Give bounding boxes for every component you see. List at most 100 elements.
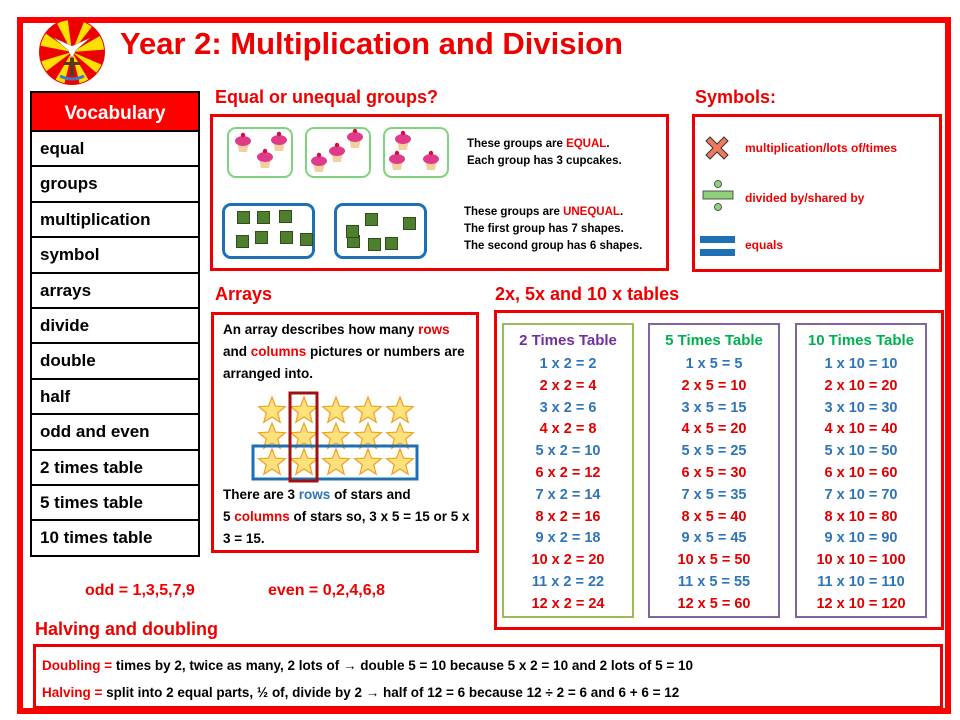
times-table-row: 11 x 5 = 55 (677, 573, 751, 590)
star-icon (289, 395, 319, 424)
times-table-title: 10 Times Table (807, 332, 915, 349)
square-shape (257, 211, 270, 224)
times-table-row: 12 x 2 = 24 (531, 595, 605, 612)
times-table-row: 9 x 5 = 45 (681, 530, 747, 547)
times-table-row: 4 x 5 = 20 (681, 421, 747, 438)
star-icon (353, 447, 383, 476)
times-table-row: 11 x 10 = 110 (817, 573, 905, 590)
star-icon (289, 447, 319, 476)
vocabulary-item: arrays (30, 273, 200, 309)
times-table-title: 5 Times Table (665, 332, 763, 349)
cupcake-icon (235, 132, 251, 152)
times-table-row: 11 x 2 = 22 (531, 573, 605, 590)
times-table-row: 6 x 5 = 30 (681, 464, 747, 481)
star-icon (321, 395, 351, 424)
vocabulary-item: half (30, 379, 200, 416)
times-table-row: 4 x 2 = 8 (539, 421, 597, 438)
vocabulary-item: groups (30, 167, 200, 203)
times-table-row: 7 x 5 = 35 (681, 486, 747, 503)
halving-line: Halving = split into 2 equal parts, ½ of… (42, 685, 680, 700)
column-highlight (288, 391, 319, 483)
symbols-panel: multiplication/lots of/times divided by/… (692, 114, 942, 272)
times-table-5: 5 Times Table 1 x 5 = 5 2 x 5 = 10 3 x 5 = … (648, 323, 780, 618)
square-shape (368, 238, 381, 251)
arrays-heading: Arrays (215, 284, 273, 304)
times-table-title: 2 Times Table (519, 332, 617, 349)
shape-group (222, 203, 315, 259)
vocabulary-table: Vocabulary equal groups multiplication symb… (30, 91, 200, 557)
square-shape (255, 231, 268, 244)
times-table-row: 8 x 2 = 16 (535, 508, 601, 525)
divide-icon (702, 180, 734, 211)
square-shape (237, 211, 250, 224)
vocabulary-item: odd and even (30, 415, 200, 451)
times-table-2: 2 Times Table 1 x 2 = 2 2 x 2 = 4 3 x 2 = 6… (502, 323, 634, 618)
times-table-row: 9 x 10 = 90 (824, 530, 898, 547)
star-icon (257, 421, 287, 450)
star-icon (321, 447, 351, 476)
school-logo (39, 19, 105, 85)
vocabulary-item: equal (30, 132, 200, 168)
equals-icon (700, 236, 735, 256)
times-table-row: 6 x 2 = 12 (535, 464, 601, 481)
tables-heading: 2x, 5x and 10 x tables (495, 284, 680, 304)
vocabulary-item: symbol (30, 238, 200, 274)
times-table-row: 4 x 10 = 40 (824, 421, 898, 438)
times-table-row: 5 x 10 = 50 (824, 443, 898, 460)
times-table-row: 8 x 10 = 80 (824, 508, 898, 525)
groups-panel: These groups are EQUAL. Each group has 3… (210, 114, 669, 271)
vocabulary-item: multiplication (30, 202, 200, 239)
vocabulary-heading: Vocabulary (30, 91, 200, 132)
shape-group (334, 203, 427, 259)
cupcake-icon (389, 150, 405, 170)
times-table-row: 3 x 10 = 30 (824, 399, 898, 416)
star-icon (257, 447, 287, 476)
star-icon (257, 395, 287, 424)
square-shape (300, 233, 313, 246)
star-icon (385, 421, 415, 450)
arrays-intro: An array describes how many rows and col… (223, 322, 465, 381)
square-shape (385, 237, 398, 250)
times-table-row: 3 x 5 = 15 (681, 399, 747, 416)
square-shape (346, 225, 359, 238)
divide-label: divided by/shared by (745, 191, 865, 205)
square-shape (403, 217, 416, 230)
square-shape (236, 235, 249, 248)
times-table-row: 7 x 2 = 14 (535, 486, 601, 503)
times-table-row: 7 x 10 = 70 (824, 486, 898, 503)
times-table-row: 5 x 2 = 10 (535, 443, 601, 460)
vocabulary-item: divide (30, 308, 200, 345)
times-table-row: 10 x 5 = 50 (677, 552, 751, 569)
times-table-row: 1 x 2 = 2 (539, 356, 597, 372)
unequal-groups-text: These groups are UNEQUAL. The first grou… (464, 206, 643, 252)
equals-label: equals (745, 238, 784, 252)
times-table-row: 3 x 2 = 6 (539, 399, 597, 416)
halving-heading: Halving and doubling (35, 619, 218, 639)
star-icon (385, 447, 415, 476)
halving-panel: Doubling = times by 2, twice as many, 2 … (33, 644, 943, 709)
times-table-row: 5 x 5 = 25 (681, 443, 747, 460)
star-icon (321, 421, 351, 450)
star-array (251, 391, 419, 483)
symbols-heading: Symbols: (695, 87, 777, 107)
tables-panel (494, 310, 944, 630)
row-highlight (251, 444, 419, 481)
cupcake-group (227, 127, 293, 178)
vocabulary-item: 5 times table (30, 485, 200, 522)
cupcake-icon (271, 131, 287, 151)
cupcake-icon (257, 148, 273, 168)
times-table-row: 12 x 5 = 60 (677, 595, 751, 612)
times-table-row: 10 x 10 = 100 (816, 552, 906, 569)
times-table-row: 10 x 2 = 20 (531, 552, 605, 569)
groups-heading: Equal or unequal groups? (215, 87, 439, 107)
vocabulary-item: 10 times table (30, 521, 200, 557)
times-table-row: 8 x 5 = 40 (681, 508, 747, 525)
vocabulary-item: double (30, 344, 200, 380)
odd-numbers: odd = 1,3,5,7,9 (85, 582, 195, 599)
cupcake-icon (395, 130, 411, 150)
times-table-row: 12 x 10 = 120 (816, 595, 906, 612)
vocabulary-item: 2 times table (30, 450, 200, 486)
page-title: Year 2: Multiplication and Division (120, 26, 623, 61)
star-icon (289, 421, 319, 450)
square-shape (365, 213, 378, 226)
